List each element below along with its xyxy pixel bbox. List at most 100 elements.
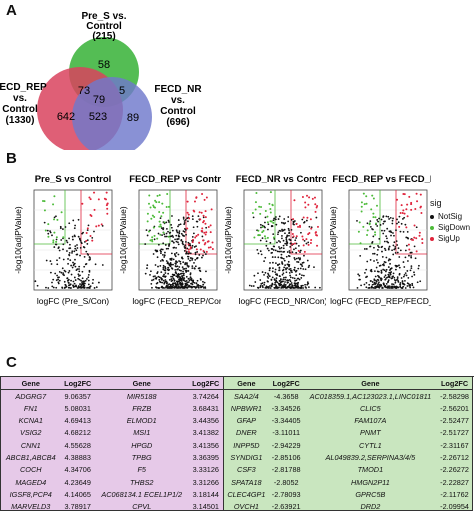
point-notsig — [177, 243, 180, 246]
point-sigup — [97, 224, 100, 227]
point-sigdown — [365, 195, 368, 198]
point-notsig — [58, 279, 61, 282]
point-sigup — [399, 212, 402, 215]
point-notsig — [93, 287, 96, 289]
point-sigup — [420, 211, 423, 214]
venn-diagram: Pre_S vs.Control(215) FECD_REPvs.Control… — [0, 11, 202, 150]
point-notsig — [382, 232, 385, 235]
point-notsig — [267, 228, 269, 231]
point-notsig — [182, 217, 185, 220]
point-notsig — [72, 284, 75, 287]
point-notsig — [160, 252, 162, 255]
point-notsig — [191, 244, 194, 247]
point-sigdown — [264, 237, 267, 240]
point-notsig — [53, 246, 56, 248]
point-sigup — [295, 235, 298, 238]
point-sigdown — [357, 230, 360, 233]
log2fc-cell: -2.11762 — [440, 489, 469, 499]
point-notsig — [167, 230, 169, 233]
point-notsig — [68, 251, 71, 254]
point-sigdown — [151, 236, 154, 239]
log2fc-cell: 5.08031 — [64, 403, 91, 413]
point-notsig — [183, 249, 186, 252]
point-sigup — [408, 248, 411, 251]
point-sigup — [93, 208, 96, 211]
point-notsig — [71, 250, 74, 253]
point-notsig — [272, 233, 275, 236]
point-notsig — [376, 219, 379, 221]
point-notsig — [259, 223, 262, 226]
point-notsig — [385, 283, 388, 285]
point-notsig — [383, 276, 386, 278]
point-notsig — [298, 258, 301, 261]
point-notsig — [402, 275, 405, 278]
point-notsig — [56, 259, 58, 262]
point-notsig — [184, 244, 186, 247]
log2fc-cell: 4.34706 — [64, 465, 91, 475]
point-notsig — [189, 276, 192, 279]
point-notsig — [295, 257, 298, 260]
point-notsig — [68, 254, 71, 257]
point-notsig — [178, 223, 180, 226]
point-notsig — [275, 216, 277, 218]
point-notsig — [197, 283, 200, 286]
point-notsig — [188, 279, 191, 282]
point-notsig — [184, 262, 187, 264]
point-notsig — [299, 249, 302, 252]
point-sigdown — [53, 195, 56, 198]
point-sigdown — [156, 237, 159, 240]
point-notsig — [386, 276, 388, 279]
point-notsig — [91, 282, 94, 285]
point-sigup — [304, 201, 307, 204]
point-sigdown — [153, 234, 156, 237]
point-sigdown — [55, 236, 58, 239]
point-notsig — [191, 267, 194, 270]
point-notsig — [57, 278, 60, 281]
point-notsig — [62, 243, 65, 246]
point-notsig — [177, 238, 180, 240]
point-notsig — [294, 239, 297, 242]
point-notsig — [176, 238, 179, 241]
point-sigup — [106, 207, 109, 210]
point-sigup — [191, 241, 194, 244]
point-notsig — [281, 269, 284, 272]
point-notsig — [264, 221, 266, 224]
point-notsig — [200, 285, 203, 288]
point-notsig — [176, 286, 179, 289]
point-sigup — [187, 248, 190, 251]
point-sigup — [306, 194, 309, 197]
point-notsig — [294, 279, 296, 282]
log2fc-cell: 4.69413 — [64, 416, 91, 426]
point-notsig — [388, 245, 391, 248]
point-notsig — [372, 252, 374, 255]
point-sigdown — [253, 236, 256, 239]
point-notsig — [171, 275, 174, 278]
point-sigup — [192, 238, 195, 241]
table-row: GFAP -3.34405 FAM107A -2.52477 — [224, 415, 472, 427]
point-notsig — [250, 285, 253, 287]
point-notsig — [385, 268, 388, 271]
point-notsig — [179, 277, 181, 280]
point-notsig — [293, 220, 296, 222]
point-notsig — [281, 237, 283, 240]
point-notsig — [178, 230, 181, 233]
point-sigdown — [257, 234, 260, 237]
point-notsig — [299, 257, 301, 260]
point-notsig — [154, 264, 157, 266]
point-notsig — [278, 250, 281, 253]
point-notsig — [285, 271, 288, 274]
point-notsig — [167, 219, 170, 222]
point-notsig — [307, 282, 310, 285]
point-sigup — [309, 242, 312, 245]
point-notsig — [172, 236, 175, 238]
point-notsig — [288, 250, 291, 252]
point-notsig — [300, 231, 302, 234]
point-sigup — [402, 209, 405, 212]
point-sigup — [198, 241, 201, 244]
point-notsig — [164, 269, 167, 272]
log2fc-cell: 3.74264 — [192, 391, 219, 401]
point-notsig — [187, 270, 190, 272]
point-notsig — [178, 235, 181, 238]
point-sigdown — [359, 242, 362, 245]
